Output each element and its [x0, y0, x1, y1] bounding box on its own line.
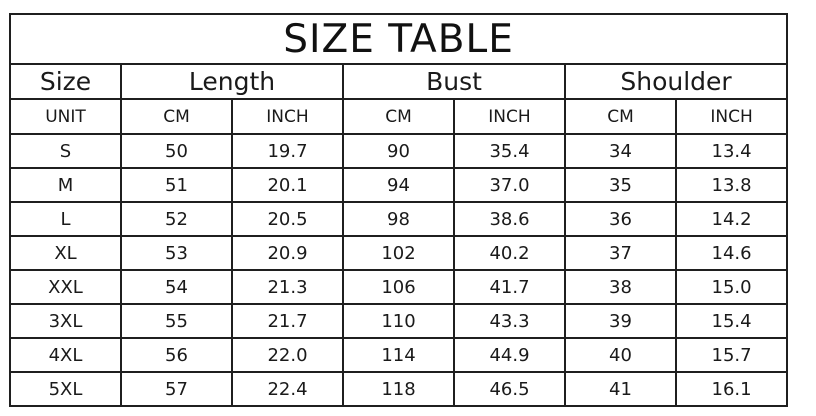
- size-cell: 5XL: [9, 371, 122, 407]
- shoulder-inch-cell: 16.1: [674, 371, 789, 407]
- table-row-3xl: 3XL 55 21.7 110 43.3 39 15.4: [9, 303, 789, 339]
- length-cm-cell: 54: [120, 269, 233, 305]
- bust-cm-cell: 94: [342, 167, 455, 203]
- table-row-4xl: 4XL 56 22.0 114 44.9 40 15.7: [9, 337, 789, 373]
- bust-cm-cell: 102: [342, 235, 455, 271]
- table-row-m: M 51 20.1 94 37.0 35 13.8: [9, 167, 789, 203]
- bust-inch-cell: 37.0: [453, 167, 566, 203]
- bust-cm-cell: 106: [342, 269, 455, 305]
- bust-cm-cell: 114: [342, 337, 455, 373]
- bust-cm-cell: 118: [342, 371, 455, 407]
- shoulder-cm-cell: 39: [564, 303, 677, 339]
- title-row: SIZE TABLE: [8, 13, 789, 65]
- length-inch-cell: 22.4: [231, 371, 344, 407]
- table-row-xxl: XXL 54 21.3 106 41.7 38 15.0: [9, 269, 789, 305]
- length-cm-cell: 50: [120, 133, 233, 169]
- length-inch-cell: 21.3: [231, 269, 344, 305]
- length-cm-cell: 55: [120, 303, 233, 339]
- column-header-size: Size: [9, 63, 122, 100]
- length-cm-cell: 52: [120, 201, 233, 237]
- column-header-shoulder: Shoulder: [563, 63, 789, 100]
- unit-header-length-inch: INCH: [231, 98, 344, 135]
- shoulder-inch-cell: 15.0: [674, 269, 789, 305]
- unit-header-length-cm: CM: [120, 98, 233, 135]
- bust-cm-cell: 98: [342, 201, 455, 237]
- table-row-5xl: 5XL 57 22.4 118 46.5 41 16.1: [9, 371, 789, 407]
- length-cm-cell: 56: [120, 337, 233, 373]
- length-inch-cell: 20.5: [231, 201, 344, 237]
- size-cell: M: [9, 167, 122, 203]
- length-inch-cell: 20.1: [231, 167, 344, 203]
- bust-inch-cell: 43.3: [453, 303, 566, 339]
- length-cm-cell: 51: [120, 167, 233, 203]
- group-header-row: Size Length Bust Shoulder: [9, 63, 789, 100]
- unit-header-bust-inch: INCH: [453, 98, 566, 135]
- length-inch-cell: 19.7: [231, 133, 344, 169]
- length-cm-cell: 53: [120, 235, 233, 271]
- unit-header-bust-cm: CM: [342, 98, 455, 135]
- table-row-xl: XL 53 20.9 102 40.2 37 14.6: [9, 235, 789, 271]
- table-row-l: L 52 20.5 98 38.6 36 14.2: [9, 201, 789, 237]
- length-inch-cell: 21.7: [231, 303, 344, 339]
- bust-inch-cell: 44.9: [453, 337, 566, 373]
- table-row-s: S 50 19.7 90 35.4 34 13.4: [9, 133, 789, 169]
- size-cell: L: [9, 201, 122, 237]
- size-cell: 3XL: [9, 303, 122, 339]
- shoulder-cm-cell: 38: [564, 269, 677, 305]
- shoulder-inch-cell: 13.8: [674, 167, 789, 203]
- size-cell: 4XL: [9, 337, 122, 373]
- shoulder-cm-cell: 41: [564, 371, 677, 407]
- shoulder-cm-cell: 37: [564, 235, 677, 271]
- column-header-bust: Bust: [342, 63, 566, 100]
- shoulder-cm-cell: 34: [564, 133, 677, 169]
- size-cell: XXL: [9, 269, 122, 305]
- unit-header-shoulder-inch: INCH: [674, 98, 789, 135]
- bust-inch-cell: 38.6: [453, 201, 566, 237]
- bust-inch-cell: 41.7: [453, 269, 566, 305]
- unit-header-shoulder-cm: CM: [564, 98, 677, 135]
- length-inch-cell: 22.0: [231, 337, 344, 373]
- unit-header-label: UNIT: [9, 98, 122, 135]
- shoulder-inch-cell: 13.4: [674, 133, 789, 169]
- shoulder-inch-cell: 14.6: [674, 235, 789, 271]
- unit-header-row: UNIT CM INCH CM INCH CM INCH: [9, 98, 789, 135]
- shoulder-inch-cell: 14.2: [674, 201, 789, 237]
- bust-cm-cell: 110: [342, 303, 455, 339]
- length-inch-cell: 20.9: [231, 235, 344, 271]
- shoulder-cm-cell: 35: [564, 167, 677, 203]
- shoulder-inch-cell: 15.4: [674, 303, 789, 339]
- bust-inch-cell: 46.5: [453, 371, 566, 407]
- size-cell: S: [9, 133, 122, 169]
- shoulder-inch-cell: 15.7: [674, 337, 789, 373]
- size-table: SIZE TABLE Size Length Bust Shoulder UNI…: [8, 13, 789, 407]
- table-title: SIZE TABLE: [8, 13, 789, 65]
- length-cm-cell: 57: [120, 371, 233, 407]
- column-header-length: Length: [120, 63, 344, 100]
- size-cell: XL: [9, 235, 122, 271]
- shoulder-cm-cell: 40: [564, 337, 677, 373]
- bust-cm-cell: 90: [342, 133, 455, 169]
- bust-inch-cell: 40.2: [453, 235, 566, 271]
- bust-inch-cell: 35.4: [453, 133, 566, 169]
- shoulder-cm-cell: 36: [564, 201, 677, 237]
